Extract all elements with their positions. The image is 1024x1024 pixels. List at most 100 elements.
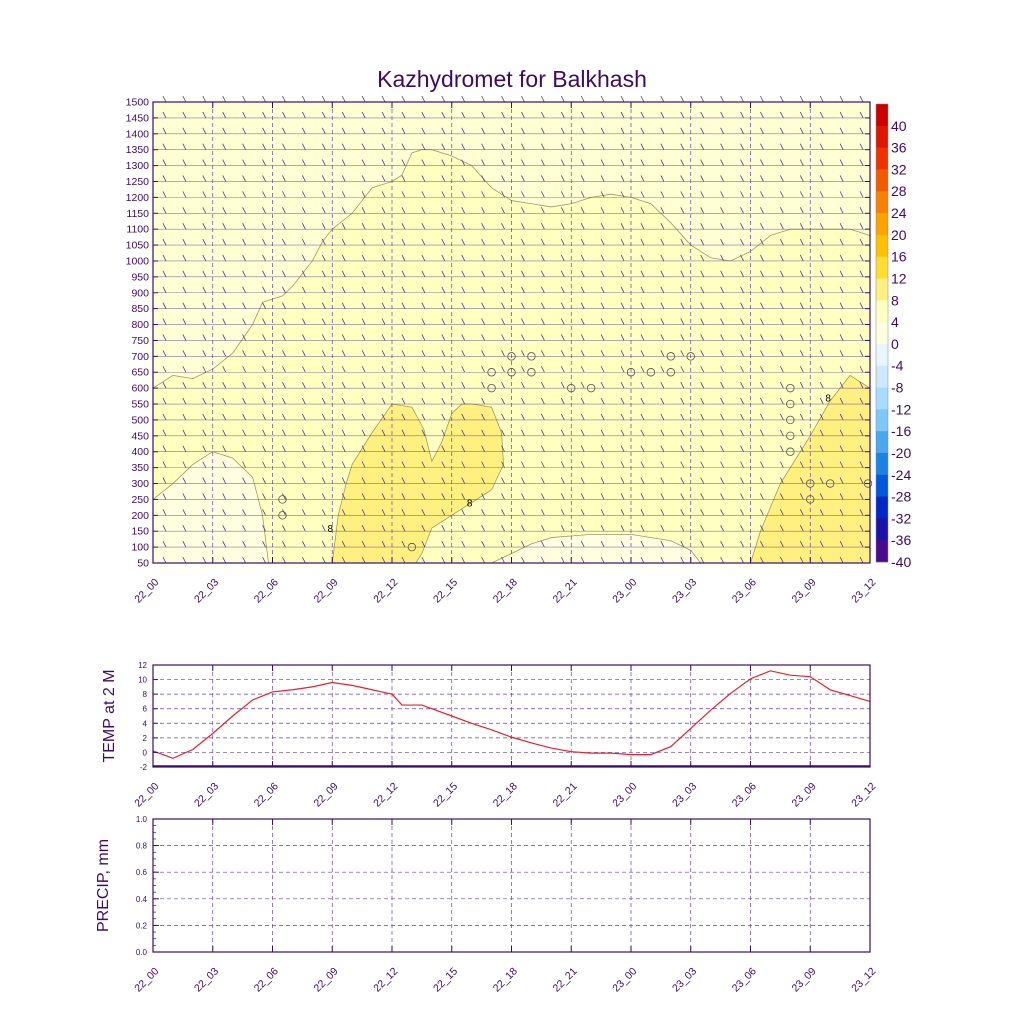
precip-x-tick-label: 22_03 — [192, 965, 221, 994]
wind-barb — [441, 191, 446, 198]
wind-barb — [560, 461, 565, 468]
wind-barb — [521, 222, 525, 230]
wind-barb — [441, 238, 446, 246]
wind-barb — [481, 397, 485, 405]
wind-barb — [222, 445, 227, 452]
wind-barb — [799, 461, 804, 468]
wind-barb — [859, 461, 864, 468]
wind-barb — [799, 95, 804, 103]
wind-barb — [660, 95, 665, 103]
wind-barb — [780, 445, 784, 452]
wind-barb — [421, 286, 426, 293]
main-y-tick-label: 250 — [131, 494, 149, 506]
wind-barb — [819, 95, 824, 103]
wind-barb — [341, 381, 346, 389]
wind-barb — [541, 509, 545, 516]
wind-barb — [441, 350, 446, 357]
wind-barb — [680, 397, 685, 405]
wind-barb — [341, 286, 346, 293]
wind-barb — [600, 397, 605, 405]
colorbar-label: 28 — [891, 183, 907, 199]
wind-barb — [222, 540, 227, 548]
wind-barb — [421, 381, 426, 389]
wind-barb — [481, 318, 485, 325]
wind-barb — [242, 207, 246, 214]
wind-barb — [521, 556, 525, 564]
wind-barb — [859, 493, 864, 500]
temp-y-tick-label: 2 — [143, 734, 148, 743]
wind-barb — [202, 461, 207, 468]
precip-y-axis-label: PRECIP, mm — [95, 839, 112, 932]
wind-barb — [839, 175, 844, 182]
wind-barb — [839, 238, 844, 246]
wind-barb — [461, 429, 466, 437]
wind-barb — [162, 334, 167, 341]
wind-barb — [222, 302, 227, 309]
wind-barb — [282, 302, 286, 309]
wind-barb — [819, 238, 824, 246]
wind-barb — [421, 366, 426, 373]
wind-barb — [600, 111, 605, 119]
wind-barb — [600, 95, 605, 103]
wind-barb — [222, 238, 227, 246]
wind-barb — [461, 191, 466, 198]
wind-barb — [680, 525, 685, 532]
wind-barb — [361, 493, 366, 500]
wind-barb — [521, 207, 525, 214]
wind-barb — [620, 222, 625, 230]
wind-barb — [481, 413, 485, 421]
colorbar-swatch — [876, 234, 888, 257]
colorbar-label: 24 — [891, 205, 907, 221]
wind-barb — [321, 509, 326, 516]
wind-barbs — [162, 95, 864, 564]
wind-barb — [262, 493, 266, 500]
wind-barb — [321, 350, 326, 357]
colorbar-label: -8 — [891, 380, 904, 396]
wind-barb — [501, 445, 505, 452]
main-y-tick-label: 1250 — [126, 176, 150, 188]
wind-barb — [501, 143, 505, 150]
wind-barb — [481, 381, 485, 389]
wind-barb — [441, 222, 446, 230]
wind-barb — [182, 477, 187, 484]
wind-barb — [560, 429, 565, 437]
wind-barb — [600, 159, 605, 166]
wind-barb — [182, 366, 187, 373]
wind-barb — [302, 525, 306, 532]
wind-barb — [640, 238, 645, 246]
wind-barb — [580, 175, 585, 182]
wind-barb — [222, 222, 227, 230]
wind-barb — [262, 540, 266, 548]
wind-barb — [421, 509, 426, 516]
wind-barb — [481, 350, 485, 357]
wind-barb — [700, 270, 705, 278]
main-x-tick-label: 22_09 — [312, 576, 341, 605]
wind-barb — [580, 366, 585, 373]
wind-barb — [242, 477, 246, 484]
wind-barb — [381, 302, 386, 309]
wind-barb — [222, 318, 227, 325]
wind-barb — [560, 254, 565, 262]
wind-barb — [222, 477, 227, 484]
wind-barb — [401, 366, 406, 373]
wind-barb — [819, 525, 824, 532]
wind-barb — [222, 286, 227, 293]
wind-barb — [282, 366, 286, 373]
wind-barb — [521, 318, 525, 325]
wind-barb — [361, 127, 366, 134]
wind-barb — [421, 254, 426, 262]
main-y-tick-label: 1450 — [126, 112, 150, 124]
wind-barb — [720, 540, 724, 548]
wind-barb — [282, 334, 286, 341]
wind-barb — [700, 238, 705, 246]
wind-barb — [162, 540, 167, 548]
wind-barb — [600, 334, 605, 341]
wind-barb — [501, 95, 505, 103]
wind-barb — [580, 429, 585, 437]
wind-barb — [302, 477, 306, 484]
wind-barb — [381, 493, 386, 500]
wind-barb — [501, 254, 505, 262]
wind-barb — [580, 238, 585, 246]
wind-barb — [441, 540, 446, 548]
wind-barb — [521, 95, 525, 103]
